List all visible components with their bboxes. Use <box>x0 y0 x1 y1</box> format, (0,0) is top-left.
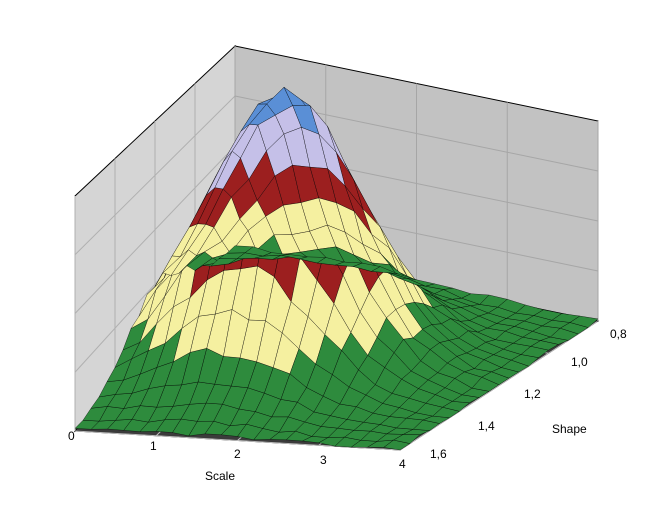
axis-tick-label: 0,8 <box>610 327 627 341</box>
axis-tick-label: 0 <box>68 429 75 443</box>
axis-tick-label: 1 <box>150 439 157 453</box>
surface-chart: 0 1 2 3 4 1,6 1,4 1,2 1,0 0,8 Scale Shape <box>0 0 653 521</box>
axis-tick-label: 1,6 <box>430 447 447 461</box>
y-axis-title: Shape <box>552 422 587 436</box>
axis-tick-label: 4 <box>399 457 406 471</box>
axis-tick-label: 3 <box>320 453 327 467</box>
axis-tick-label: 2 <box>234 447 241 461</box>
x-axis-title: Scale <box>205 469 235 483</box>
axis-tick-label: 1,0 <box>571 355 588 369</box>
axis-tick-label: 1,2 <box>524 387 541 401</box>
axis-tick-label: 1,4 <box>478 419 495 433</box>
chart-svg <box>0 0 653 521</box>
